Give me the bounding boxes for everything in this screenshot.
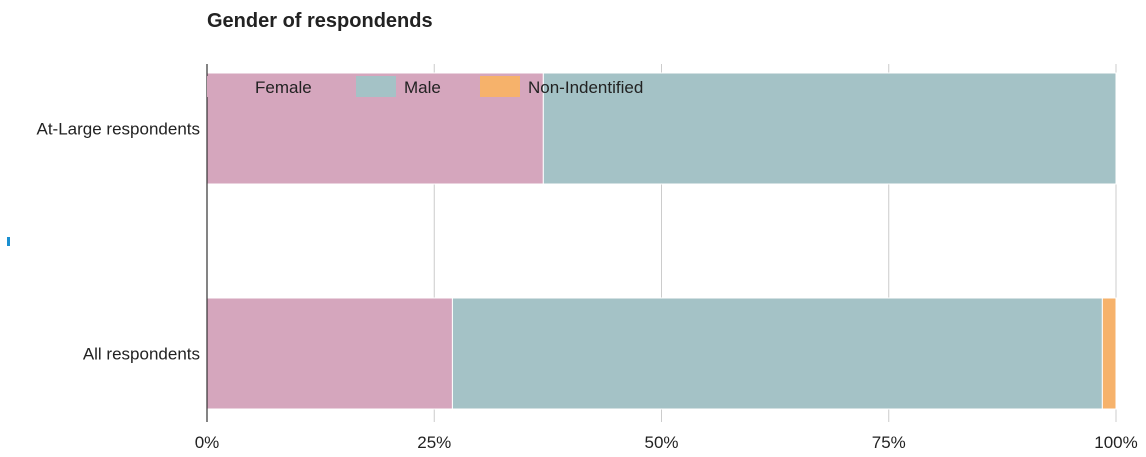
x-tick-label: 0%	[195, 433, 220, 452]
legend-label: Female	[255, 78, 312, 97]
bar-segment	[542, 72, 1117, 185]
x-tick-label: 25%	[417, 433, 451, 452]
legend-label: Non-Indentified	[528, 78, 643, 97]
x-tick-labels: 0% 25% 50% 75% 100%	[195, 433, 1138, 452]
bar-segment	[1101, 297, 1117, 410]
legend-swatch	[356, 76, 396, 97]
category-labels: At-Large respondents All respondents	[37, 120, 201, 364]
category-label: At-Large respondents	[37, 120, 201, 139]
bar-segment	[451, 297, 1103, 410]
tick-mark-decoration	[7, 237, 10, 246]
category-label: All respondents	[83, 345, 200, 364]
bar-segment	[206, 297, 453, 410]
legend-swatch	[207, 76, 247, 97]
x-tick-label: 100%	[1094, 433, 1137, 452]
x-tick-label: 75%	[872, 433, 906, 452]
legend-swatch	[480, 76, 520, 97]
legend: Female Male Non-Indentified	[207, 76, 643, 97]
x-tick-label: 50%	[644, 433, 678, 452]
legend-label: Male	[404, 78, 441, 97]
chart-title: Gender of respondends	[207, 10, 433, 32]
